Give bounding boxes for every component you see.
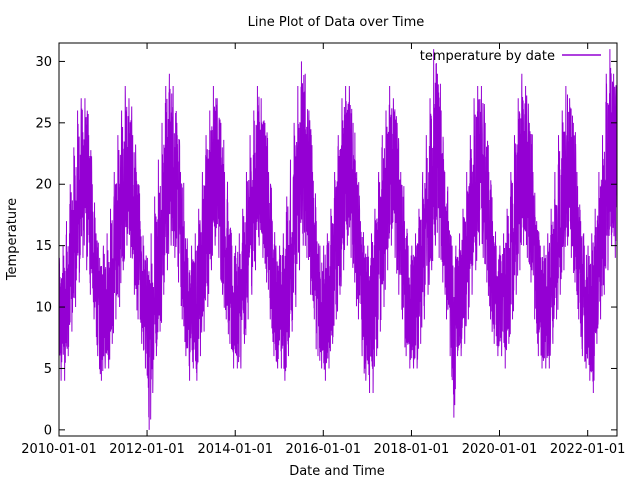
x-tick-label: 2020-01-01 bbox=[462, 442, 538, 457]
y-tick-label: 20 bbox=[35, 178, 52, 193]
y-tick-label: 0 bbox=[44, 423, 52, 438]
x-axis: 2010-01-01 2012-01-01 2014-01-01 2016-01-01… bbox=[21, 43, 625, 457]
y-tick-label: 25 bbox=[35, 116, 52, 131]
plot-frame bbox=[58, 42, 618, 437]
legend: temperature by date bbox=[420, 49, 601, 64]
y-tick-label: 10 bbox=[35, 301, 52, 316]
chart-title: Line Plot of Data over Time bbox=[248, 15, 425, 30]
x-tick-label: 2022-01-01 bbox=[550, 442, 626, 457]
x-tick-label: 2012-01-01 bbox=[109, 442, 185, 457]
legend-label: temperature by date bbox=[420, 49, 555, 64]
y-axis-label: Temperature bbox=[5, 198, 20, 281]
x-tick-label: 2018-01-01 bbox=[374, 442, 450, 457]
plot-area bbox=[58, 42, 618, 437]
x-tick-label: 2016-01-01 bbox=[286, 442, 362, 457]
series-line bbox=[58, 49, 618, 430]
y-tick-label: 15 bbox=[35, 239, 52, 254]
x-tick-label: 2010-01-01 bbox=[21, 442, 97, 457]
x-axis-label: Date and Time bbox=[289, 464, 385, 479]
y-tick-label: 30 bbox=[35, 55, 52, 70]
x-tick-label: 2014-01-01 bbox=[197, 442, 273, 457]
y-tick-label: 5 bbox=[44, 362, 52, 377]
series-layer bbox=[58, 49, 618, 430]
y-axis: 0 5 10 15 20 25 30 bbox=[35, 55, 617, 438]
